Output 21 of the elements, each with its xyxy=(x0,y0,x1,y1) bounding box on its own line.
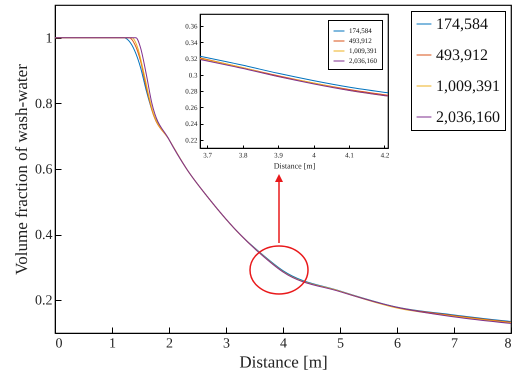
x-axis-title: Distance [m] xyxy=(274,162,316,170)
x-tick-label: 8 xyxy=(504,336,512,352)
y-tick-label: 0.6 xyxy=(35,162,52,178)
y-tick-label: 0.2 xyxy=(35,294,52,309)
x-tick-label: 1 xyxy=(109,336,116,352)
legend-label: 1,009,391 xyxy=(436,78,500,95)
legend-label: 493,912 xyxy=(436,47,488,64)
x-tick-label: 5 xyxy=(337,336,344,352)
y-tick-label: 0.4 xyxy=(35,228,52,244)
x-tick-label: 3 xyxy=(223,336,230,352)
x-tick-label: 7 xyxy=(451,336,458,352)
x-tick-label: 0 xyxy=(56,336,62,352)
legend-label: 174,584 xyxy=(436,16,488,33)
y-tick-label: 0.8 xyxy=(35,96,52,112)
legend-label: 2,036,160 xyxy=(436,109,500,126)
y-tick-label: 1 xyxy=(46,31,52,46)
x-tick-label: 2 xyxy=(166,336,173,352)
x-tick-label: 4 xyxy=(280,336,287,352)
x-axis-title: Distance [m] xyxy=(239,352,328,372)
y-axis-title: Volume fraction of wash-water xyxy=(12,64,31,275)
x-tick-label: 6 xyxy=(394,336,401,352)
